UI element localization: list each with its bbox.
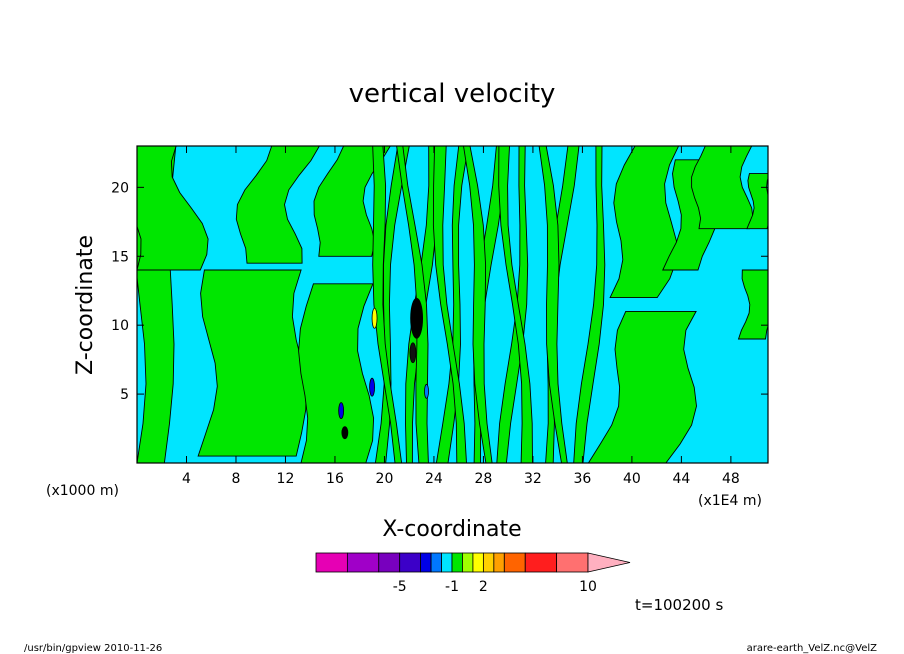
x-tick-label: 16	[326, 471, 344, 487]
x-unit-label: (x1000 m)	[46, 483, 119, 499]
colorbar-swatch	[524, 552, 558, 573]
colorbar-swatch	[482, 552, 495, 573]
positive-velocity-region	[691, 146, 754, 230]
y-unit-label: (x1E4 m)	[698, 493, 762, 509]
positive-velocity-region	[587, 310, 697, 463]
colorbar-swatch	[493, 552, 505, 573]
colorbar-swatch	[441, 552, 453, 573]
updraft-cell	[371, 307, 378, 329]
positive-velocity-region	[432, 146, 467, 463]
colorbar-swatch	[503, 552, 526, 573]
positive-velocity-region	[372, 146, 403, 463]
colorbar-tick-label: -1	[445, 579, 459, 595]
strong-updraft-cell	[341, 426, 349, 440]
plot-area	[136, 145, 769, 464]
colorbar-tick-label: 2	[479, 579, 488, 595]
colorbar-swatch	[430, 552, 442, 573]
downdraft-cell	[369, 377, 375, 397]
x-tick-label: 48	[722, 471, 740, 487]
downdraft-cell	[338, 402, 345, 420]
strong-updraft-cell	[409, 342, 417, 364]
colorbar-swatch	[378, 552, 401, 573]
positive-velocity-region	[197, 269, 307, 457]
colorbar: -5 -1 2 10	[315, 552, 631, 595]
x-tick-label: 44	[672, 471, 690, 487]
plot-frame	[136, 145, 769, 464]
colorbar-extend-triangle	[587, 552, 631, 573]
colorbar-swatch	[451, 552, 463, 573]
contour-regions	[137, 146, 768, 463]
positive-velocity-region	[498, 146, 533, 463]
x-tick-label: 12	[277, 471, 295, 487]
colorbar-tick-label: 10	[579, 579, 597, 595]
footer-right: arare-earth_VelZ.nc@VelZ	[747, 643, 878, 654]
x-tick-label: 4	[182, 471, 191, 487]
x-axis-label: X-coordinate	[382, 517, 521, 542]
y-tick-label: 20	[111, 180, 129, 196]
positive-velocity-region	[396, 146, 429, 463]
colorbar-swatch	[462, 552, 474, 573]
colorbar-swatch	[399, 552, 422, 573]
x-tick-label: 32	[524, 471, 542, 487]
y-axis: 5 10 15 20	[111, 180, 768, 403]
positive-velocity-region	[235, 146, 320, 264]
colorbar-swatch	[346, 552, 380, 573]
positive-velocity-region	[298, 283, 375, 463]
x-tick-label: 28	[475, 471, 493, 487]
y-tick-label: 10	[111, 318, 129, 334]
positive-velocity-region	[538, 146, 568, 463]
chart-title: vertical velocity	[349, 79, 556, 109]
colorbar-swatch	[420, 552, 432, 573]
positive-velocity-region	[137, 146, 209, 271]
y-tick-label: 15	[111, 249, 129, 265]
x-axis: 4 8 12 16 20 24 28 32 36 40 44 48	[182, 146, 740, 487]
colorbar-swatch	[556, 552, 589, 573]
x-tick-label: 8	[232, 471, 241, 487]
positive-velocity-region	[496, 146, 529, 463]
positive-velocity-region	[313, 146, 391, 257]
x-tick-label: 20	[376, 471, 394, 487]
downdraft-cell	[424, 383, 429, 399]
y-axis-label: Z-coordinate	[73, 235, 98, 375]
x-tick-label: 24	[425, 471, 443, 487]
colorbar-swatch	[315, 552, 348, 573]
y-tick-label: 5	[120, 387, 129, 403]
x-tick-label: 36	[573, 471, 591, 487]
colorbar-tick-label: -5	[393, 579, 407, 595]
positive-velocity-region	[463, 146, 493, 463]
positive-velocity-region	[737, 269, 768, 340]
footer-left: /usr/bin/gpview 2010-11-26	[24, 643, 162, 654]
time-label: t=100200 s	[635, 596, 723, 614]
colorbar-swatch	[472, 552, 484, 573]
x-tick-label: 40	[623, 471, 641, 487]
strong-updraft-cell	[410, 297, 424, 339]
positive-velocity-region	[573, 146, 606, 463]
